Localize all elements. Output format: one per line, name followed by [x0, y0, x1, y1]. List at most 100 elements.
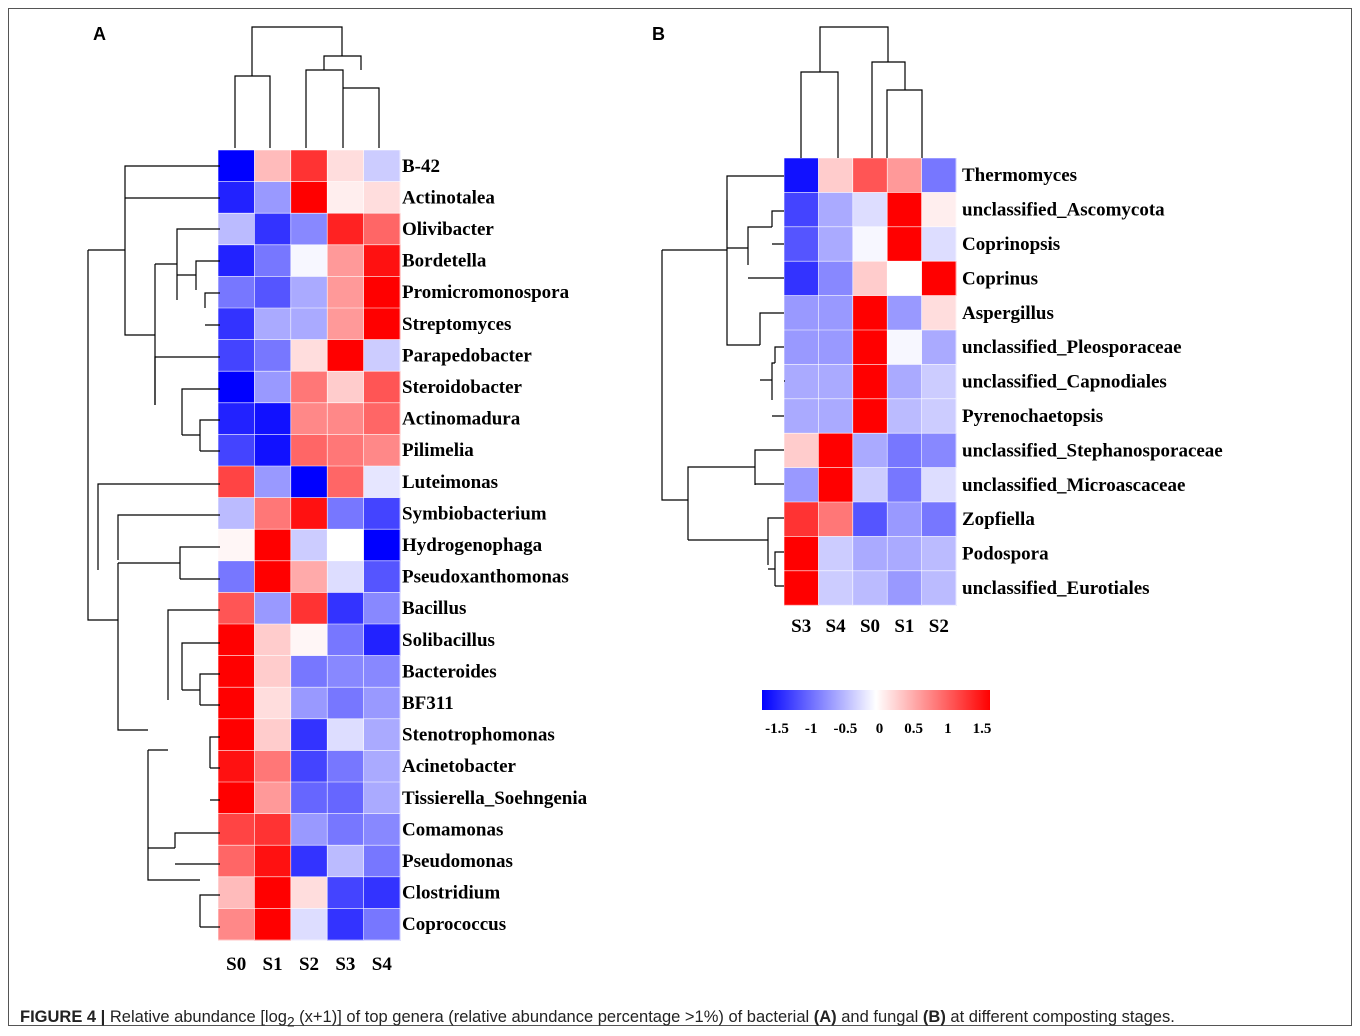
cell-olivibacter-s3	[327, 213, 365, 246]
row-label-podospora: Podospora	[962, 544, 1049, 565]
cell-bf311-s3	[327, 687, 365, 720]
cell-unclassified-eurotiales-s0	[852, 570, 888, 606]
cell-unclassified-eurotiales-s1	[887, 570, 923, 606]
cell-luteimonas-s1	[254, 466, 292, 499]
cell-olivibacter-s1	[254, 213, 292, 246]
row-label-solibacillus: Solibacillus	[402, 630, 495, 651]
cell-pilimelia-s2	[290, 434, 328, 467]
row-label-bacteroides: Bacteroides	[402, 661, 497, 682]
cell-olivibacter-s0	[218, 213, 255, 246]
column-label-s2: S2	[929, 616, 949, 637]
cell-coprococcus-s4	[363, 908, 401, 941]
cell-hydrogenophaga-s1	[254, 529, 292, 562]
cell-acinetobacter-s0	[218, 750, 255, 783]
legend-tick-label: -1	[805, 721, 818, 737]
legend-tick-label: 1	[944, 721, 952, 737]
cell-unclassified-capnodiales-s1	[887, 364, 923, 400]
cell-coprinopsis-s0	[852, 226, 888, 262]
cell-unclassified-microascaceae-s4	[818, 467, 854, 503]
cell-streptomyces-s0	[218, 308, 255, 341]
cell-bordetella-s3	[327, 244, 365, 277]
cell-pseudoxanthomonas-s4	[363, 560, 401, 593]
row-label-thermomyces: Thermomyces	[962, 165, 1077, 186]
cell-bordetella-s0	[218, 244, 255, 277]
cell-actinotalea-s3	[327, 181, 365, 214]
row-label-coprococcus: Coprococcus	[402, 914, 506, 935]
cell-steroidobacter-s4	[363, 371, 401, 404]
legend-tick-label: 0	[876, 721, 884, 737]
cell-clostridium-s0	[218, 876, 255, 909]
cell-unclassified-ascomycota-s0	[852, 192, 888, 228]
cell-unclassified-pleosporaceae-s2	[921, 330, 957, 365]
dendro-a-row-luteimonas	[97, 483, 220, 570]
cell-tissierella-soehngenia-s0	[218, 782, 255, 815]
cell-unclassified-capnodiales-s0	[852, 364, 888, 400]
cell-luteimonas-s2	[290, 466, 328, 499]
cell-actinomadura-s2	[290, 402, 328, 435]
row-label-steroidobacter: Steroidobacter	[402, 377, 523, 398]
cell-solibacillus-s2	[290, 624, 328, 657]
cell-unclassified-eurotiales-s2	[921, 570, 957, 606]
dendro-b-col-branch-s0-s12	[871, 61, 906, 158]
cell-acinetobacter-s3	[327, 750, 365, 783]
cell-b-42-s2	[290, 150, 328, 183]
dendro-a-row-top-join	[124, 183, 155, 336]
row-label-hydrogenophaga: Hydrogenophaga	[402, 535, 543, 556]
legend-tick-label: -1.5	[765, 721, 789, 737]
cell-hydrogenophaga-s4	[363, 529, 401, 562]
cell-promicromonospora-s2	[290, 276, 328, 309]
cell-unclassified-pleosporaceae-s4	[818, 330, 854, 365]
row-label-olivibacter: Olivibacter	[402, 219, 494, 240]
cell-aspergillus-s2	[921, 295, 957, 331]
cell-symbiobacterium-s2	[290, 497, 328, 530]
cell-zopfiella-s3	[784, 502, 819, 537]
row-label-bordetella: Bordetella	[402, 251, 487, 272]
cell-promicromonospora-s0	[218, 276, 255, 309]
cell-unclassified-pleosporaceae-s0	[852, 330, 888, 365]
cell-pseudoxanthomonas-s2	[290, 560, 328, 593]
dendrogram-b-rows	[661, 175, 785, 587]
dendro-b-row-zopfiella-group	[767, 517, 784, 587]
cell-hydrogenophaga-s2	[290, 529, 328, 562]
cell-bf311-s0	[218, 687, 255, 720]
cell-bacteroides-s2	[290, 655, 328, 688]
row-label-unclassified-stephanosporaceae: unclassified_Stephanosporaceae	[962, 440, 1223, 461]
cell-unclassified-capnodiales-s4	[818, 364, 854, 400]
cell-parapedobacter-s0	[218, 339, 255, 372]
cell-hydrogenophaga-s3	[327, 529, 365, 562]
figure-canvas: A B B-42 Actinotalea Olivibacter Bordetella…	[87, 24, 1223, 975]
row-label-tissierella-soehngenia: Tissierella_Soehngenia	[402, 788, 588, 809]
cell-solibacillus-s1	[254, 624, 292, 657]
cell-bacillus-s3	[327, 592, 365, 625]
heatmap-b: Thermomyces unclassified_Ascomycota Coprin…	[783, 157, 1223, 637]
dendro-b-row-thermomyces-group	[726, 175, 784, 279]
cell-bacteroides-s4	[363, 655, 401, 688]
row-label-zopfiella: Zopfiella	[962, 509, 1035, 530]
cell-pilimelia-s1	[254, 434, 292, 467]
cell-unclassified-ascomycota-s2	[921, 192, 957, 228]
cell-actinotalea-s2	[290, 181, 328, 214]
cell-unclassified-microascaceae-s2	[921, 467, 957, 503]
column-label-s4: S4	[372, 954, 393, 975]
cell-stenotrophomonas-s0	[218, 718, 255, 751]
cell-steroidobacter-s2	[290, 371, 328, 404]
caption-bold-b: (B)	[922, 1008, 946, 1026]
column-label-s0: S0	[860, 616, 880, 637]
cell-bacteroides-s1	[254, 655, 292, 688]
cell-acinetobacter-s4	[363, 750, 401, 783]
cell-actinomadura-s4	[363, 402, 401, 435]
cell-coprinus-s4	[818, 261, 854, 297]
row-label-pseudomonas: Pseudomonas	[402, 851, 513, 872]
cell-zopfiella-s1	[887, 502, 923, 537]
row-label-acinetobacter: Acinetobacter	[402, 756, 517, 777]
cell-unclassified-eurotiales-s4	[818, 570, 854, 606]
cell-parapedobacter-s4	[363, 339, 401, 372]
panel-a-letter: A	[93, 24, 106, 44]
legend-tick-label: 1.5	[973, 721, 992, 737]
dendro-b-col-root	[819, 26, 889, 72]
cell-unclassified-capnodiales-s2	[921, 364, 957, 400]
heatmap-a: B-42 Actinotalea Olivibacter Bordetella Prom…	[217, 149, 588, 975]
cell-steroidobacter-s3	[327, 371, 365, 404]
dendrogram-a-columns	[234, 26, 380, 148]
cell-thermomyces-s0	[852, 158, 888, 193]
